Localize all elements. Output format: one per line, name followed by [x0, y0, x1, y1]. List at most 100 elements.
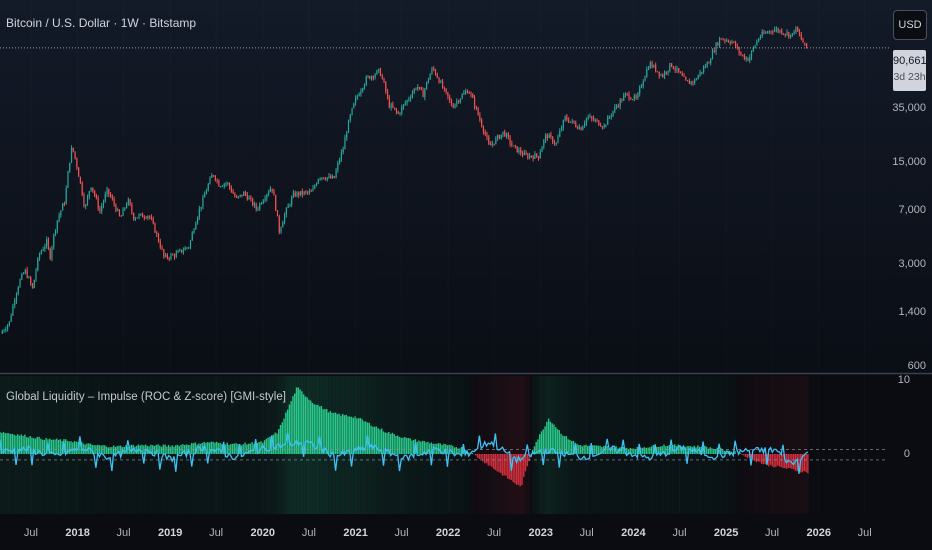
- candle-body: [727, 40, 730, 43]
- candle-body: [227, 183, 229, 185]
- candle-body: [287, 205, 289, 209]
- candle-body: [76, 158, 78, 168]
- candle-body: [266, 194, 268, 199]
- candle-body: [150, 217, 153, 220]
- candle-body: [699, 71, 701, 76]
- candle-body: [669, 63, 671, 71]
- candle-body: [594, 119, 596, 121]
- candle-body: [562, 120, 564, 128]
- tint-column: [803, 376, 806, 514]
- candle-body: [539, 151, 541, 159]
- candle-body: [644, 76, 646, 82]
- candle-body: [70, 147, 73, 163]
- candle-body: [527, 154, 529, 158]
- candle-body: [438, 77, 440, 83]
- tint-column: [785, 376, 788, 514]
- candle-body: [385, 82, 387, 92]
- time-axis-label: Jul: [209, 527, 224, 539]
- candle-body: [214, 175, 216, 181]
- candle-body: [278, 216, 280, 233]
- tint-column: [715, 376, 717, 514]
- candle-body: [134, 218, 137, 220]
- symbol-title: Bitcoin / U.S. Dollar · 1W · Bitstamp: [6, 16, 197, 30]
- candle-body: [101, 205, 103, 212]
- candle-body: [179, 249, 181, 251]
- candle-body: [26, 269, 28, 278]
- tint-column: [628, 376, 630, 514]
- candle-body: [571, 120, 573, 122]
- candle-body: [536, 153, 538, 157]
- candle-body: [275, 195, 277, 211]
- candle-body: [635, 95, 637, 98]
- candle-body: [182, 250, 184, 253]
- tint-column: [454, 376, 456, 514]
- candle-body: [726, 40, 728, 42]
- tint-column: [613, 376, 615, 514]
- candle-body: [655, 65, 657, 72]
- candle-body: [697, 75, 699, 80]
- candle-body: [452, 105, 454, 108]
- time-axis-label: Jul: [765, 527, 780, 539]
- tint-column: [764, 376, 767, 514]
- candle-body: [647, 68, 650, 70]
- candle-body: [301, 191, 303, 195]
- tint-column: [693, 376, 695, 514]
- candle-body: [211, 175, 213, 178]
- candle-body: [665, 72, 667, 74]
- candle-body: [756, 41, 758, 46]
- candle-body: [94, 191, 96, 196]
- currency-button[interactable]: USD: [893, 10, 927, 40]
- candle-body: [584, 123, 586, 127]
- candle-body: [546, 134, 548, 139]
- candle-body: [401, 107, 403, 114]
- candle-body: [367, 76, 369, 78]
- indicator-axis-label: 0: [903, 448, 910, 460]
- candle-body: [694, 79, 696, 83]
- price-axis-label: 1,400: [898, 306, 926, 319]
- tint-column: [660, 376, 662, 514]
- candle-body: [379, 68, 382, 76]
- tint-column: [658, 376, 660, 514]
- candle-body: [614, 106, 616, 112]
- tint-column: [799, 376, 802, 514]
- tint-column: [508, 376, 511, 514]
- candle-body: [108, 188, 110, 194]
- tint-column: [524, 376, 527, 514]
- tint-column: [787, 376, 790, 514]
- candle-body: [230, 187, 232, 192]
- tint-column: [521, 376, 524, 514]
- candle-body: [473, 97, 476, 107]
- tint-column: [532, 376, 534, 514]
- candle-body: [454, 104, 456, 108]
- candle-body: [321, 177, 323, 179]
- candle-body: [761, 32, 763, 37]
- candle-body: [772, 31, 774, 33]
- candle-body: [413, 88, 415, 93]
- candle-body: [729, 42, 731, 44]
- candle-body: [656, 71, 659, 73]
- time-axis-label: 2023: [528, 527, 553, 539]
- candle-body: [193, 229, 195, 233]
- candle-body: [159, 241, 161, 248]
- candle-body: [573, 120, 575, 124]
- candle-body: [56, 220, 58, 231]
- candle-body: [667, 70, 669, 73]
- candle-body: [662, 74, 664, 77]
- candle-body: [440, 81, 442, 83]
- candle-body: [788, 32, 790, 38]
- candle-body: [507, 133, 509, 137]
- candle-body: [166, 254, 169, 258]
- candle-body: [804, 42, 806, 44]
- candle-body: [303, 191, 305, 195]
- tint-column: [487, 376, 490, 514]
- candle-body: [72, 147, 74, 152]
- candle-body: [228, 183, 231, 188]
- candle-body: [243, 192, 245, 196]
- tint-column: [727, 376, 729, 514]
- candle-body: [706, 62, 708, 67]
- candle-body: [555, 142, 557, 144]
- candle-body: [268, 191, 270, 195]
- candles-layer: [1, 26, 808, 334]
- candle-body: [731, 41, 733, 44]
- candle-body: [703, 67, 705, 72]
